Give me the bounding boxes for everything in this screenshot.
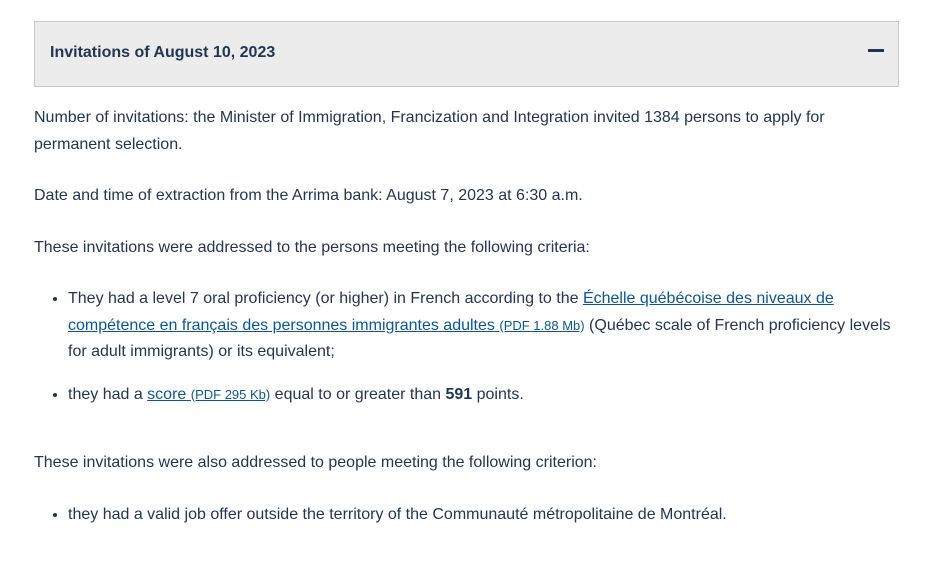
- criteria-text: points.: [472, 385, 524, 403]
- accordion-content: Number of invitations: the Minister of I…: [34, 105, 904, 553]
- echelle-link-text: Échelle québécoise des niveaux de compét…: [68, 290, 834, 334]
- criteria-text: they had a: [68, 385, 148, 403]
- accordion-header[interactable]: Invitations of August 10, 2023: [34, 21, 899, 87]
- criteria-list: They had a level 7 oral proficiency (or …: [34, 286, 904, 408]
- score-link-text: score: [147, 385, 187, 403]
- list-item: they had a score (PDF 295 Kb) equal to o…: [68, 382, 904, 409]
- echelle-link[interactable]: Échelle québécoise des niveaux de compét…: [68, 290, 834, 334]
- criteria-text: (Québec scale of French proficiency leve…: [68, 316, 891, 361]
- criteria-text: They had a level 7 oral proficiency (or …: [68, 290, 583, 307]
- criterion-intro: These invitations were also addressed to…: [34, 454, 597, 471]
- pdf-size-note: (PDF 1.88 Mb): [499, 317, 585, 333]
- invitations-count-text: Number of invitations: the Minister of I…: [34, 109, 825, 153]
- score-value: 591: [445, 385, 473, 403]
- pdf-size-note: (PDF 295 Kb): [190, 386, 271, 402]
- minus-icon[interactable]: [868, 49, 884, 52]
- extraction-date-text: Date and time of extraction from the Arr…: [34, 187, 583, 204]
- accordion-title: Invitations of August 10, 2023: [50, 44, 276, 61]
- criteria-text: equal to or greater than: [270, 385, 446, 403]
- criteria-intro: These invitations were addressed to the …: [34, 238, 590, 256]
- list-item: they had a valid job offer outside the t…: [68, 502, 904, 529]
- list-item: They had a level 7 oral proficiency (or …: [68, 286, 904, 366]
- criterion-list: they had a valid job offer outside the t…: [34, 502, 904, 529]
- score-link[interactable]: score (PDF 295 Kb): [147, 386, 270, 403]
